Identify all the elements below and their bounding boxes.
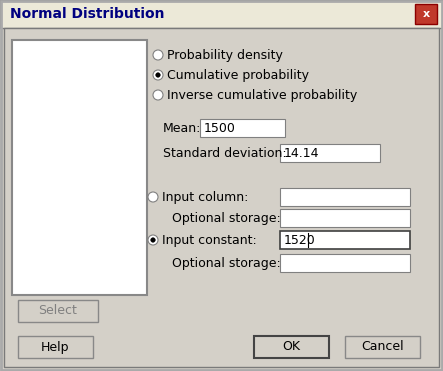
Text: Input constant:: Input constant: [162,233,257,246]
Text: 1520: 1520 [284,233,316,246]
Circle shape [153,50,163,60]
Text: Probability density: Probability density [167,49,283,62]
FancyBboxPatch shape [280,231,410,249]
Circle shape [153,90,163,100]
Text: Input column:: Input column: [162,190,249,204]
Text: Optional storage:: Optional storage: [172,211,281,224]
FancyBboxPatch shape [345,336,420,358]
Text: Standard deviation:: Standard deviation: [163,147,287,160]
Text: Select: Select [39,305,78,318]
Text: 14.14: 14.14 [284,147,319,160]
FancyBboxPatch shape [200,119,285,137]
FancyBboxPatch shape [280,188,410,206]
FancyBboxPatch shape [280,209,410,227]
Circle shape [148,192,158,202]
FancyBboxPatch shape [415,4,437,24]
Text: Optional storage:: Optional storage: [172,256,281,269]
FancyBboxPatch shape [18,300,98,322]
Text: Cancel: Cancel [361,341,404,354]
FancyBboxPatch shape [18,336,93,358]
Text: Normal Distribution: Normal Distribution [10,7,164,21]
Text: x: x [423,9,430,19]
Circle shape [148,235,158,245]
Circle shape [151,238,155,242]
Text: Help: Help [41,341,70,354]
Text: OK: OK [283,341,300,354]
FancyBboxPatch shape [0,0,443,28]
FancyBboxPatch shape [280,144,380,162]
FancyBboxPatch shape [4,28,439,367]
Text: Inverse cumulative probability: Inverse cumulative probability [167,89,357,102]
Text: Mean:: Mean: [163,121,202,135]
FancyBboxPatch shape [12,40,147,295]
Text: 1500: 1500 [204,121,236,135]
Text: Cumulative probability: Cumulative probability [167,69,309,82]
FancyBboxPatch shape [254,336,329,358]
Circle shape [153,70,163,80]
FancyBboxPatch shape [280,254,410,272]
Circle shape [156,73,160,77]
